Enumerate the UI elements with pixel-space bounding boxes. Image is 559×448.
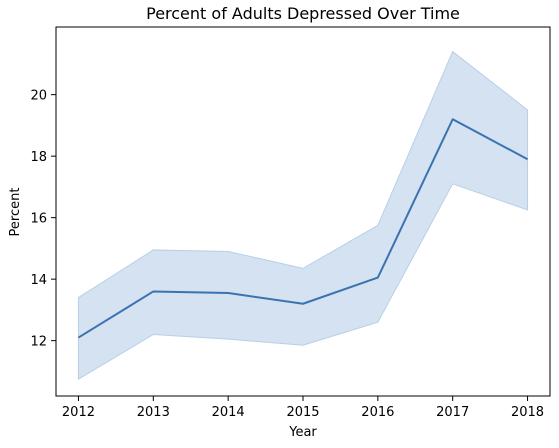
x-tick-label-2017: 2017 [436, 405, 469, 420]
y-tick-label-20: 20 [30, 89, 47, 104]
x-tick-label-2015: 2015 [286, 405, 319, 420]
series-line-0 [77, 118, 529, 339]
x-tick-label-2013: 2013 [137, 405, 170, 420]
y-tick-label-18: 18 [30, 150, 47, 165]
y-axis-label: Percent [8, 188, 23, 237]
y-tick-label-16: 16 [30, 212, 47, 227]
x-tick-label-2014: 2014 [212, 405, 245, 420]
x-axis-label: Year [288, 425, 317, 440]
y-tick-label-12: 12 [30, 335, 47, 350]
chart-title: Percent of Adults Depressed Over Time [146, 4, 460, 23]
x-tick-label-2018: 2018 [511, 405, 544, 420]
confidence-band-0 [77, 50, 529, 380]
plot-area: 2012 2013 2014 2015 2016 2017 2018 12 14 16 18 20 [30, 26, 551, 420]
y-tick-label-14: 14 [30, 273, 47, 288]
x-tick-label-2016: 2016 [361, 405, 394, 420]
x-tick-label-2012: 2012 [62, 405, 95, 420]
